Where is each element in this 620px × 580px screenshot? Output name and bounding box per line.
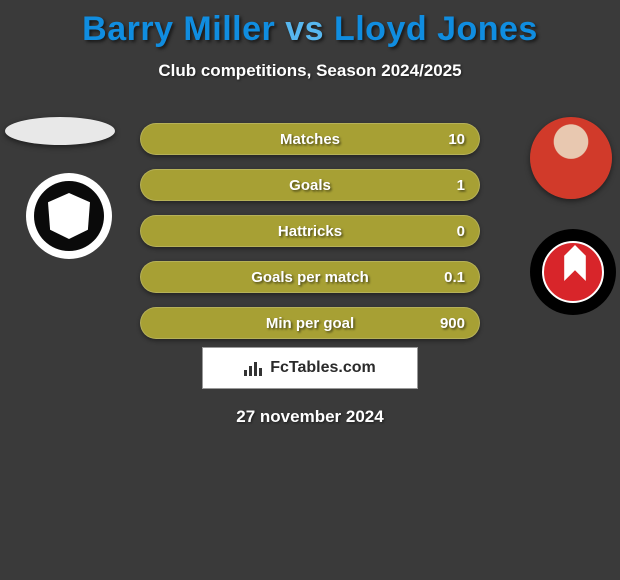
bar-chart-icon — [244, 360, 264, 376]
stat-value-right: 10 — [448, 124, 465, 155]
watermark-box: FcTables.com — [202, 347, 418, 389]
stat-row-hattricks: Hattricks 0 — [140, 215, 480, 247]
stat-row-goals-per-match: Goals per match 0.1 — [140, 261, 480, 293]
stat-row-goals: Goals 1 — [140, 169, 480, 201]
stat-value-right: 0.1 — [444, 262, 465, 293]
player1-avatar — [5, 117, 115, 145]
date-text: 27 november 2024 — [0, 407, 620, 427]
player1-name: Barry Miller — [82, 10, 275, 48]
player2-avatar — [530, 117, 612, 199]
comparison-content: Matches 10 Goals 1 Hattricks 0 Goals per… — [0, 109, 620, 339]
stat-value-right: 0 — [457, 216, 465, 247]
stat-row-min-per-goal: Min per goal 900 — [140, 307, 480, 339]
player1-club-logo — [26, 173, 112, 259]
page-title: Barry Miller vs Lloyd Jones — [0, 0, 620, 49]
club-logo-shield-icon — [34, 181, 104, 251]
stat-label: Goals per match — [141, 262, 479, 293]
stat-value-right: 1 — [457, 170, 465, 201]
stat-label: Min per goal — [141, 308, 479, 339]
vs-text: vs — [285, 10, 324, 48]
stat-row-matches: Matches 10 — [140, 123, 480, 155]
stat-label: Hattricks — [141, 216, 479, 247]
subtitle: Club competitions, Season 2024/2025 — [0, 61, 620, 81]
watermark-text: FcTables.com — [270, 359, 376, 377]
stat-label: Matches — [141, 124, 479, 155]
club-logo-sword-icon — [542, 241, 604, 303]
player2-club-logo — [530, 229, 616, 315]
player2-face — [530, 117, 612, 199]
stat-label: Goals — [141, 170, 479, 201]
stat-bars: Matches 10 Goals 1 Hattricks 0 Goals per… — [140, 123, 480, 353]
stat-value-right: 900 — [440, 308, 465, 339]
player2-name: Lloyd Jones — [334, 10, 538, 48]
